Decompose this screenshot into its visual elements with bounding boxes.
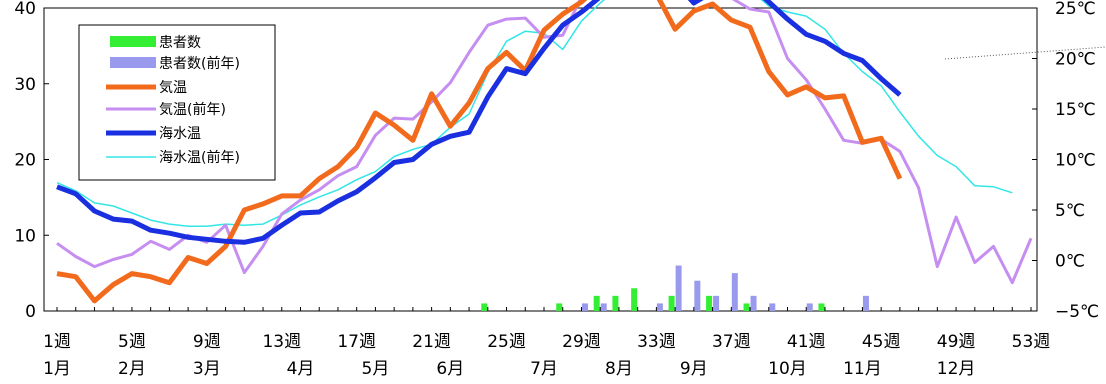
month-label-3: 3月 bbox=[193, 359, 221, 379]
month-label-2: 2月 bbox=[118, 359, 146, 379]
bar-患者数-week-24 bbox=[481, 303, 488, 311]
bar-患者数(前年)-week-35 bbox=[694, 280, 701, 311]
x-tick-label-29: 29週 bbox=[562, 332, 601, 352]
y-left-tick-label-30: 30 bbox=[14, 75, 36, 95]
bar-患者数(前年)-week-30 bbox=[600, 303, 607, 311]
x-tick-label-13: 13週 bbox=[262, 332, 301, 352]
bar-患者数(前年)-week-39 bbox=[769, 303, 776, 311]
y-left-tick-label-20: 20 bbox=[14, 151, 36, 171]
month-label-8: 8月 bbox=[605, 359, 633, 379]
lines-layer bbox=[56, 0, 1033, 304]
bar-患者数-week-32 bbox=[631, 288, 638, 311]
legend-box bbox=[78, 24, 276, 181]
y-right-tick-label-0: −5℃ bbox=[1055, 302, 1099, 322]
month-label-12: 12月 bbox=[937, 359, 976, 379]
x-tick-label-5: 5週 bbox=[118, 332, 146, 352]
bar-患者数(前年)-week-33 bbox=[656, 303, 663, 311]
y-right-tick-label-2: 5℃ bbox=[1055, 201, 1085, 221]
bar-患者数-week-38 bbox=[743, 303, 750, 311]
y-left-tick-label-10: 10 bbox=[14, 226, 36, 246]
x-tick-label-25: 25週 bbox=[487, 332, 526, 352]
y-right-tick-label-3: 10℃ bbox=[1055, 151, 1096, 171]
x-tick-label-1: 1週 bbox=[43, 332, 71, 352]
bar-患者数(前年)-week-36 bbox=[713, 295, 720, 311]
month-label-11: 11月 bbox=[843, 359, 882, 379]
bars-layer bbox=[481, 265, 869, 311]
y-right-tick-label-1: 0℃ bbox=[1055, 252, 1085, 272]
x-tick-label-21: 21週 bbox=[412, 332, 451, 352]
x-tick-label-49: 49週 bbox=[937, 332, 976, 352]
bar-患者数(前年)-week-41 bbox=[806, 303, 813, 311]
bar-患者数(前年)-week-37 bbox=[731, 273, 738, 311]
axes-layer: 0 10 20 30 40 −5℃ 0℃ 5℃ 10℃ 15℃ 20℃ 25℃ 1週 5週 9週 13週 17週… bbox=[14, 0, 1099, 379]
legend-label-患者数: 患者数 bbox=[159, 35, 201, 51]
bar-患者数(前年)-week-29 bbox=[581, 303, 588, 311]
legend-label-気温(前年): 気温(前年) bbox=[159, 101, 226, 118]
bar-患者数(前年)-week-44 bbox=[862, 295, 869, 311]
line-海水温(前年) bbox=[56, 0, 1013, 227]
legend-swatch-患者数(前年) bbox=[110, 57, 156, 68]
bar-患者数(前年)-week-38 bbox=[750, 295, 757, 311]
legend-label-気温: 気温 bbox=[159, 80, 187, 96]
y-right-tick-label-4: 15℃ bbox=[1055, 100, 1096, 120]
month-label-7: 7月 bbox=[530, 359, 558, 379]
y-right-tick-label-5: 20℃ bbox=[1055, 50, 1096, 70]
month-label-6: 6月 bbox=[436, 359, 464, 379]
bar-患者数-week-30 bbox=[593, 295, 600, 311]
month-label-9: 9月 bbox=[680, 359, 708, 379]
legend-label-海水温: 海水温 bbox=[159, 126, 201, 142]
bar-患者数-week-34 bbox=[668, 295, 675, 311]
month-label-4: 4月 bbox=[287, 359, 315, 379]
x-tick-label-53: 53週 bbox=[1012, 332, 1051, 352]
line-海水温 bbox=[56, 0, 902, 245]
bar-患者数-week-28 bbox=[556, 303, 563, 311]
y-left-tick-label-0: 0 bbox=[25, 302, 36, 322]
legend-label-海水温(前年): 海水温(前年) bbox=[159, 149, 240, 166]
bar-患者数(前年)-week-34 bbox=[675, 265, 682, 311]
x-tick-label-45: 45週 bbox=[862, 332, 901, 352]
month-label-5: 5月 bbox=[362, 359, 390, 379]
x-tick-label-9: 9週 bbox=[193, 332, 221, 352]
x-tick-label-33: 33週 bbox=[637, 332, 676, 352]
legend-label-患者数(前年): 患者数(前年) bbox=[159, 55, 240, 72]
line-気温 bbox=[56, 0, 903, 304]
bar-患者数-week-42 bbox=[818, 303, 825, 311]
x-tick-label-17: 17週 bbox=[337, 332, 376, 352]
month-label-10: 10月 bbox=[768, 359, 807, 379]
bar-患者数-week-31 bbox=[612, 295, 619, 311]
y-left-tick-label-40: 40 bbox=[14, 0, 36, 19]
month-label-1: 1月 bbox=[43, 359, 71, 379]
bar-患者数-week-36 bbox=[706, 295, 713, 311]
x-tick-label-41: 41週 bbox=[787, 332, 826, 352]
y-right-tick-label-6: 25℃ bbox=[1055, 0, 1096, 19]
legend-swatch-患者数 bbox=[110, 36, 156, 47]
x-tick-label-37: 37週 bbox=[712, 332, 751, 352]
